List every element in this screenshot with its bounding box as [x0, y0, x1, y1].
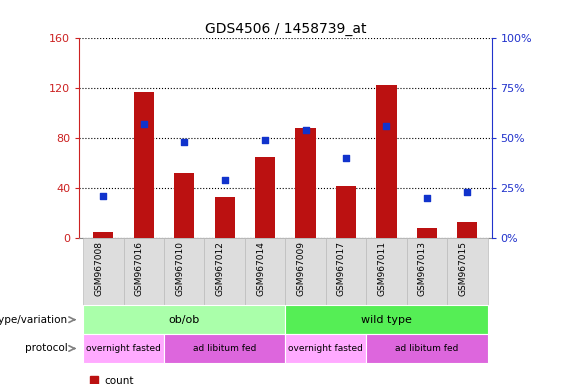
Bar [164, 238, 205, 305]
Text: GSM967017: GSM967017 [337, 242, 346, 296]
Text: GSM967012: GSM967012 [216, 242, 225, 296]
Bar [134, 92, 154, 238]
Bar [83, 305, 285, 334]
Text: GSM967011: GSM967011 [377, 242, 386, 296]
Bar [164, 334, 285, 363]
Text: ad libitum fed: ad libitum fed [395, 344, 459, 353]
Point [341, 155, 350, 161]
Text: GSM967009: GSM967009 [297, 242, 306, 296]
Point [463, 189, 472, 195]
Bar [285, 305, 488, 334]
Bar [245, 238, 285, 305]
Point [382, 123, 391, 129]
Bar [83, 334, 164, 363]
Bar [407, 238, 447, 305]
Legend: count, percentile rank within the sample: count, percentile rank within the sample [84, 372, 284, 384]
Bar [366, 238, 407, 305]
Text: ad libitum fed: ad libitum fed [193, 344, 257, 353]
Text: overnight fasted: overnight fasted [288, 344, 363, 353]
Text: GSM967010: GSM967010 [175, 242, 184, 296]
Title: GDS4506 / 1458739_at: GDS4506 / 1458739_at [205, 22, 366, 36]
Text: protocol: protocol [25, 343, 68, 354]
Bar [255, 157, 275, 238]
Bar [376, 84, 397, 238]
Bar [205, 238, 245, 305]
Bar [83, 238, 124, 305]
Text: GSM967014: GSM967014 [256, 242, 265, 296]
Bar [336, 186, 356, 238]
Text: overnight fasted: overnight fasted [86, 344, 161, 353]
Bar [215, 197, 235, 238]
Bar [285, 334, 366, 363]
Point [220, 177, 229, 183]
Text: GSM967015: GSM967015 [458, 242, 467, 296]
Bar [295, 128, 316, 238]
Point [180, 139, 189, 145]
Point [140, 121, 149, 127]
Point [260, 137, 270, 143]
Bar [93, 232, 114, 238]
Text: ob/ob: ob/ob [168, 314, 200, 325]
Text: GSM967008: GSM967008 [94, 242, 103, 296]
Bar [457, 222, 477, 238]
Text: GSM967013: GSM967013 [418, 242, 427, 296]
Point [301, 127, 310, 133]
Point [99, 193, 108, 199]
Text: genotype/variation: genotype/variation [0, 314, 68, 325]
Text: wild type: wild type [361, 314, 412, 325]
Bar [326, 238, 366, 305]
Bar [417, 228, 437, 238]
Point [422, 195, 431, 201]
Bar [174, 173, 194, 238]
Bar [447, 238, 488, 305]
Bar [285, 238, 326, 305]
Text: GSM967016: GSM967016 [135, 242, 144, 296]
Bar [124, 238, 164, 305]
Bar [366, 334, 488, 363]
